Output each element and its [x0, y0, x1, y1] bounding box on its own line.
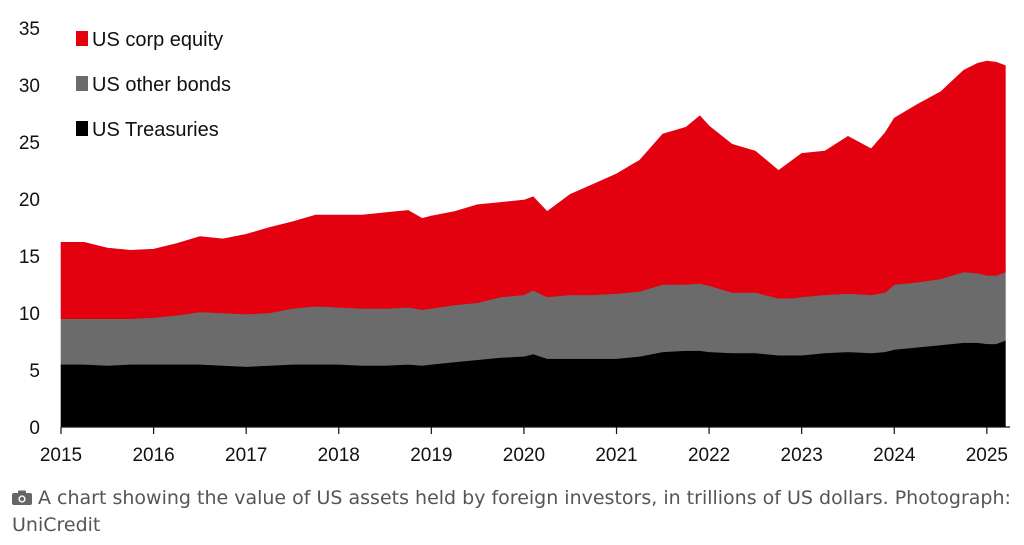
y-tick-label: 30	[19, 76, 40, 97]
y-tick-label: 15	[19, 247, 40, 268]
y-tick-label: 35	[19, 19, 40, 40]
figure-caption: A chart showing the value of US assets h…	[12, 485, 1012, 539]
legend-swatch	[76, 76, 88, 91]
legend-label: US other bonds	[92, 74, 231, 96]
y-tick-label: 10	[19, 304, 40, 325]
camera-icon	[12, 486, 32, 505]
legend-swatch	[76, 31, 88, 46]
x-tick-label: 2015	[40, 445, 82, 466]
x-tick-label: 2021	[595, 445, 637, 466]
x-tick-label: 2019	[410, 445, 452, 466]
area-layers	[60, 60, 1006, 428]
y-tick-label: 25	[19, 133, 40, 154]
x-tick-label: 2024	[873, 445, 916, 466]
y-axis-ticks: 0 5 10 15 20 25 30 35	[19, 19, 40, 439]
y-tick-label: 0	[29, 418, 40, 439]
y-tick-label: 5	[29, 361, 40, 382]
x-tick-label: 2020	[503, 445, 545, 466]
x-tick-label: 2017	[225, 445, 267, 466]
x-tick-label: 2016	[132, 445, 174, 466]
legend-label: US Treasuries	[92, 119, 219, 141]
x-tick-label: 2018	[318, 445, 360, 466]
caption-text: A chart showing the value of US assets h…	[12, 487, 1011, 536]
legend: US corp equity US other bonds US Treasurie…	[76, 29, 231, 141]
area-series-us-corp-equity	[60, 60, 1006, 319]
x-tick-label: 2022	[688, 445, 730, 466]
x-axis-ticks: 2015 2016 2017 2018 2019 2020 2021 2022 2023 2024…	[40, 427, 1008, 466]
y-tick-label: 20	[19, 190, 40, 211]
x-tick-label: 2025	[966, 445, 1008, 466]
legend-swatch	[76, 121, 88, 136]
legend-label: US corp equity	[92, 29, 223, 51]
x-tick-label: 2023	[781, 445, 823, 466]
